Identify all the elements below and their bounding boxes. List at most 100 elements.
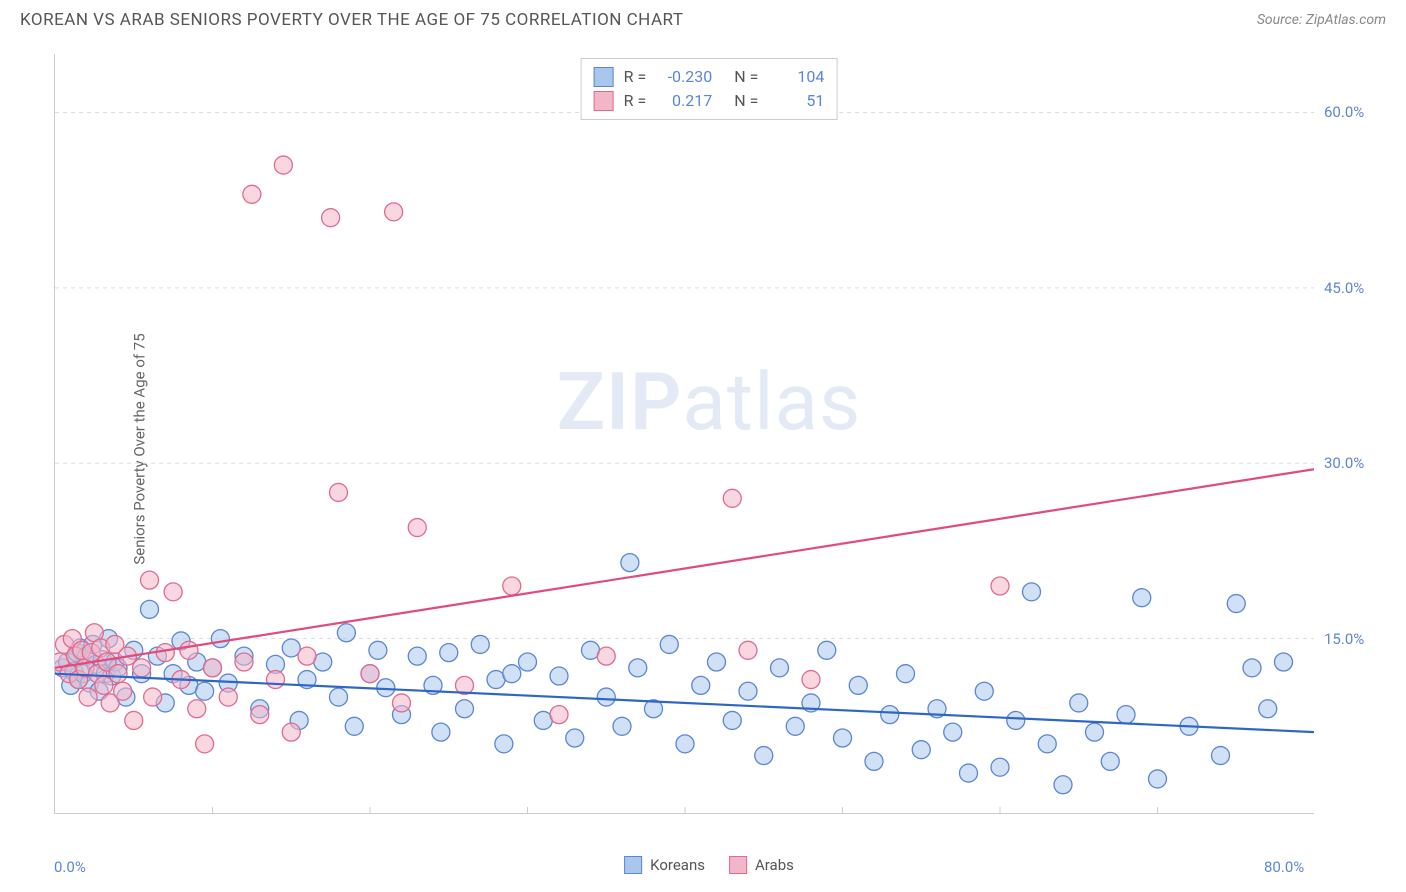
y-tick-label: 15.0% bbox=[1324, 630, 1364, 648]
data-point bbox=[109, 665, 127, 683]
regression-line bbox=[55, 469, 1314, 668]
data-point bbox=[975, 682, 993, 700]
data-point bbox=[621, 554, 639, 572]
data-point bbox=[114, 682, 132, 700]
data-point bbox=[739, 641, 757, 659]
legend-swatch bbox=[624, 856, 642, 874]
data-point bbox=[739, 682, 757, 700]
regression-line bbox=[55, 674, 1314, 732]
data-point bbox=[503, 577, 521, 595]
data-point bbox=[204, 659, 222, 677]
data-point bbox=[322, 209, 340, 227]
data-point bbox=[251, 706, 269, 724]
data-point bbox=[676, 735, 694, 753]
data-point bbox=[897, 665, 915, 683]
correlation-legend: R =-0.230N =104R =0.217N =51 bbox=[581, 58, 838, 120]
data-point bbox=[440, 644, 458, 662]
chart-title: KOREAN VS ARAB SENIORS POVERTY OVER THE … bbox=[20, 10, 684, 30]
data-point bbox=[692, 676, 710, 694]
data-point bbox=[267, 671, 285, 689]
data-point bbox=[881, 706, 899, 724]
data-point bbox=[550, 706, 568, 724]
legend-stats-row: R =-0.230N =104 bbox=[594, 65, 825, 89]
data-point bbox=[550, 667, 568, 685]
legend-swatch bbox=[594, 67, 614, 87]
data-point bbox=[180, 641, 198, 659]
data-point bbox=[196, 682, 214, 700]
data-point bbox=[345, 717, 363, 735]
data-point bbox=[566, 729, 584, 747]
data-point bbox=[1212, 747, 1230, 765]
data-point bbox=[1117, 706, 1135, 724]
data-point bbox=[1070, 694, 1088, 712]
scatter-plot bbox=[54, 54, 1314, 814]
data-point bbox=[408, 647, 426, 665]
data-point bbox=[125, 711, 143, 729]
data-point bbox=[408, 519, 426, 537]
data-point bbox=[393, 694, 411, 712]
data-point bbox=[361, 665, 379, 683]
data-point bbox=[330, 688, 348, 706]
data-point bbox=[1054, 776, 1072, 794]
data-point bbox=[865, 752, 883, 770]
data-point bbox=[369, 641, 387, 659]
data-point bbox=[156, 644, 174, 662]
legend-label: Arabs bbox=[755, 856, 794, 874]
data-point bbox=[456, 700, 474, 718]
data-point bbox=[1133, 589, 1151, 607]
data-point bbox=[708, 653, 726, 671]
data-point bbox=[802, 671, 820, 689]
data-point bbox=[188, 700, 206, 718]
data-point bbox=[991, 577, 1009, 595]
data-point bbox=[337, 624, 355, 642]
data-point bbox=[298, 647, 316, 665]
data-point bbox=[141, 600, 159, 618]
data-point bbox=[1227, 595, 1245, 613]
data-point bbox=[597, 647, 615, 665]
source-label: Source: ZipAtlas.com bbox=[1257, 12, 1386, 28]
data-point bbox=[1023, 583, 1041, 601]
data-point bbox=[613, 717, 631, 735]
data-point bbox=[282, 723, 300, 741]
series-legend: Koreans Arabs bbox=[624, 856, 794, 874]
data-point bbox=[597, 688, 615, 706]
data-point bbox=[141, 571, 159, 589]
legend-label: Koreans bbox=[650, 856, 705, 874]
data-point bbox=[912, 741, 930, 759]
legend-swatch bbox=[729, 856, 747, 874]
data-point bbox=[786, 717, 804, 735]
data-point bbox=[144, 688, 162, 706]
y-tick-label: 45.0% bbox=[1324, 279, 1364, 297]
data-point bbox=[133, 659, 151, 677]
data-point bbox=[330, 483, 348, 501]
data-point bbox=[503, 665, 521, 683]
data-point bbox=[211, 630, 229, 648]
chart-area: Seniors Poverty Over the Age of 75 ZIPat… bbox=[34, 54, 1384, 844]
y-tick-label: 60.0% bbox=[1324, 103, 1364, 121]
data-point bbox=[834, 729, 852, 747]
legend-item: Arabs bbox=[729, 856, 794, 874]
data-point bbox=[723, 489, 741, 507]
data-point bbox=[849, 676, 867, 694]
x-tick-label: 80.0% bbox=[1264, 858, 1304, 876]
data-point bbox=[771, 659, 789, 677]
legend-item: Koreans bbox=[624, 856, 705, 874]
data-point bbox=[196, 735, 214, 753]
data-point bbox=[1038, 735, 1056, 753]
data-point bbox=[1259, 700, 1277, 718]
data-point bbox=[1007, 711, 1025, 729]
data-point bbox=[660, 635, 678, 653]
y-tick-label: 30.0% bbox=[1324, 454, 1364, 472]
data-point bbox=[1275, 653, 1293, 671]
data-point bbox=[471, 635, 489, 653]
legend-stats-row: R =0.217N =51 bbox=[594, 89, 825, 113]
data-point bbox=[1149, 770, 1167, 788]
data-point bbox=[960, 764, 978, 782]
data-point bbox=[219, 688, 237, 706]
data-point bbox=[723, 711, 741, 729]
x-tick-label: 0.0% bbox=[54, 858, 86, 876]
data-point bbox=[385, 203, 403, 221]
data-point bbox=[243, 185, 261, 203]
data-point bbox=[235, 653, 253, 671]
legend-swatch bbox=[594, 91, 614, 111]
